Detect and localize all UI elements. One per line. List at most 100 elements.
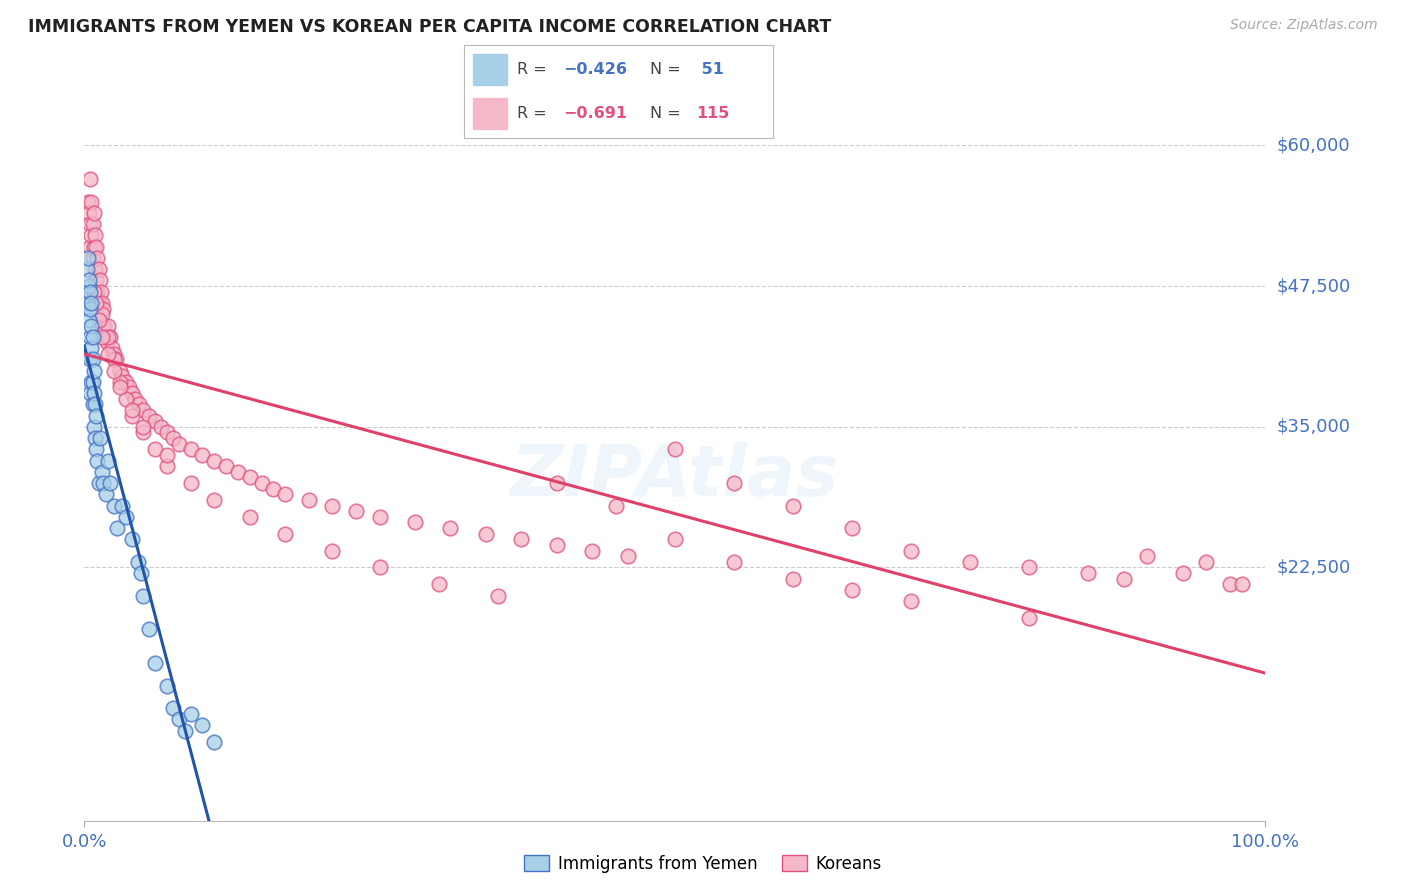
Text: 115: 115 [696,106,730,121]
Point [80,341,103,355]
Point [156,448,179,462]
Point [202,453,225,467]
Point [83,386,105,401]
Point [108,380,131,394]
Point [91,330,114,344]
Point [404,516,426,530]
Point [80,318,103,333]
Point [180,706,202,721]
Point [427,577,450,591]
Point [124,392,146,406]
Point [664,533,686,547]
Point [86,453,108,467]
Point [94,330,117,344]
Point [191,448,214,462]
Point [77,251,100,265]
Point [86,285,108,299]
Point [510,533,533,547]
Point [1077,566,1099,580]
Point [84,240,107,254]
Point [87,313,110,327]
Point [368,560,391,574]
Point [180,476,202,491]
Point [250,476,273,491]
Text: IMMIGRANTS FROM YEMEN VS KOREAN PER CAPITA INCOME CORRELATION CHART: IMMIGRANTS FROM YEMEN VS KOREAN PER CAPI… [28,18,831,36]
Point [79,330,101,344]
Point [84,228,107,243]
Point [97,453,120,467]
Point [83,206,105,220]
Point [486,589,509,603]
Point [475,526,498,541]
Point [77,313,100,327]
Point [82,217,104,231]
Point [114,392,136,406]
Point [93,318,115,333]
Text: $47,500: $47,500 [1277,277,1351,295]
Point [79,172,101,186]
Point [900,594,922,608]
Point [77,273,100,287]
Point [91,476,114,491]
Point [215,459,238,474]
Point [344,504,367,518]
Point [91,307,114,321]
Point [103,352,125,367]
Point [89,273,111,287]
Point [1136,549,1159,564]
Point [107,521,129,535]
Point [128,397,150,411]
Point [143,414,166,428]
Point [84,397,107,411]
Text: $60,000: $60,000 [1277,136,1350,154]
Point [298,492,321,507]
Point [841,582,863,597]
Point [1018,611,1040,625]
Point [723,476,745,491]
Point [1112,572,1135,586]
Point [1195,555,1218,569]
Point [664,442,686,457]
Text: $35,000: $35,000 [1277,417,1351,436]
Point [226,465,249,479]
Point [100,341,122,355]
Point [274,526,297,541]
Point [103,363,125,377]
Point [84,442,107,457]
Point [97,346,120,360]
Text: −0.691: −0.691 [562,106,627,121]
Point [97,330,120,344]
Point [121,386,143,401]
Point [84,262,107,277]
Point [616,549,638,564]
Point [156,679,179,693]
Point [76,262,98,277]
Point [77,194,100,209]
Point [98,476,121,491]
Point [1171,566,1194,580]
Point [143,656,166,670]
Text: Source: ZipAtlas.com: Source: ZipAtlas.com [1230,18,1378,32]
Point [82,375,104,389]
Point [111,369,134,384]
Point [83,285,105,299]
Point [782,572,804,586]
Bar [474,98,508,129]
Point [202,735,225,749]
Point [167,712,190,726]
Point [114,375,136,389]
Point [91,318,114,333]
Point [274,487,297,501]
Point [79,240,101,254]
Point [121,403,143,417]
Point [77,296,100,310]
Bar [474,54,508,85]
Point [103,346,125,360]
Point [191,718,214,732]
Point [82,330,104,344]
Point [111,499,134,513]
Point [79,217,101,231]
Text: 51: 51 [696,62,724,77]
Point [83,419,105,434]
Point [132,425,155,440]
